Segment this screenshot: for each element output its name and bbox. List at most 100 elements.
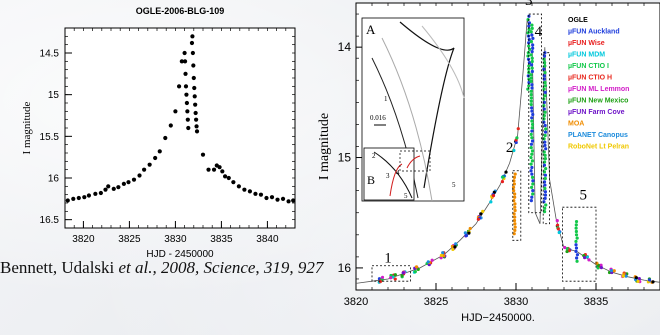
legend-entry: µFUN Wise xyxy=(568,40,605,47)
data-point xyxy=(529,93,533,97)
data-point xyxy=(543,206,547,210)
data-point xyxy=(116,185,121,190)
data-point xyxy=(574,249,578,253)
data-point xyxy=(543,90,547,95)
data-point xyxy=(450,244,455,248)
data-point xyxy=(468,226,472,231)
data-point xyxy=(544,203,548,207)
data-point xyxy=(401,271,405,275)
data-point xyxy=(258,192,264,197)
data-point xyxy=(173,109,178,114)
data-point xyxy=(574,243,578,247)
data-point xyxy=(106,184,111,189)
data-point xyxy=(529,142,534,146)
data-point xyxy=(527,67,531,71)
data-point xyxy=(242,187,247,192)
data-point xyxy=(247,189,253,194)
data-point xyxy=(543,70,547,75)
data-point xyxy=(414,265,419,269)
data-point xyxy=(513,208,517,213)
legend-entry: µFUN CTIO H xyxy=(568,75,612,82)
data-point xyxy=(183,84,189,89)
data-point xyxy=(574,219,579,224)
data-point xyxy=(637,277,641,281)
legend-entry: OGLE xyxy=(568,17,588,24)
data-point xyxy=(587,258,591,262)
data-point xyxy=(393,273,397,277)
data-point xyxy=(609,268,614,273)
inset-b-caustic-label: 5 xyxy=(404,192,408,200)
data-point xyxy=(476,217,480,221)
data-point xyxy=(76,195,81,201)
inset-b-caustic-label: 4 xyxy=(396,169,400,177)
data-point xyxy=(543,183,547,187)
x-tick-label: 3830 xyxy=(504,296,528,308)
data-point xyxy=(513,225,517,229)
data-point xyxy=(556,227,560,231)
scale-label: 0.016 xyxy=(370,114,386,122)
data-point xyxy=(513,215,517,219)
y-axis-label: I magnitude xyxy=(21,101,33,154)
data-point xyxy=(179,59,184,64)
highlight-box xyxy=(561,206,597,282)
legend-entry: RoboNet Lt Pelran xyxy=(568,144,629,151)
data-point xyxy=(530,195,534,199)
source-trajectory-red xyxy=(389,163,403,197)
data-point xyxy=(184,100,189,106)
data-point xyxy=(393,277,397,281)
data-point xyxy=(542,67,546,71)
data-point xyxy=(512,212,516,216)
data-point xyxy=(529,132,533,136)
x-tick-label: 3835 xyxy=(584,296,608,308)
data-point xyxy=(543,130,548,134)
data-point xyxy=(481,209,485,213)
data-point xyxy=(441,251,445,255)
citation-etal-year: et al., 2008, Science xyxy=(118,258,256,277)
x-tick-label: 3825 xyxy=(118,234,141,245)
data-point xyxy=(516,127,520,131)
data-point xyxy=(526,74,530,78)
data-point xyxy=(621,274,625,278)
data-point xyxy=(527,44,531,48)
data-point xyxy=(612,269,616,273)
data-point xyxy=(542,163,547,167)
data-point xyxy=(513,172,517,176)
data-point xyxy=(544,147,548,151)
data-point xyxy=(439,256,443,260)
data-point xyxy=(189,40,195,46)
data-point xyxy=(543,133,547,138)
data-point xyxy=(153,155,158,161)
caustic-curve-gray xyxy=(421,25,465,99)
inset-b-frame xyxy=(363,147,415,201)
data-point xyxy=(82,195,87,200)
data-point xyxy=(378,279,382,284)
data-point xyxy=(574,246,579,250)
data-point xyxy=(529,146,533,150)
data-point xyxy=(513,222,517,226)
data-point xyxy=(530,66,534,70)
data-point xyxy=(542,180,547,184)
highlight-box xyxy=(542,52,550,225)
data-point xyxy=(512,182,516,186)
data-point xyxy=(176,84,182,89)
data-point xyxy=(163,135,168,141)
y-tick-label: 16 xyxy=(338,261,352,275)
highlight-box xyxy=(371,265,411,282)
data-point xyxy=(529,102,533,107)
data-point xyxy=(530,63,534,67)
data-point xyxy=(542,120,546,124)
data-point xyxy=(529,73,533,77)
data-point xyxy=(530,139,535,143)
data-point xyxy=(269,195,275,200)
data-point xyxy=(555,219,559,223)
data-point xyxy=(565,246,569,251)
data-point xyxy=(192,94,197,99)
region-label: 2 xyxy=(506,140,513,156)
legend-entry: µFUN Auckland xyxy=(568,29,620,36)
data-point xyxy=(529,169,533,173)
data-point xyxy=(542,100,547,104)
x-tick-label: 3825 xyxy=(424,296,448,308)
data-point xyxy=(529,99,533,103)
citation-authors: Bennett, Udalski xyxy=(0,258,115,277)
data-point xyxy=(264,195,269,201)
